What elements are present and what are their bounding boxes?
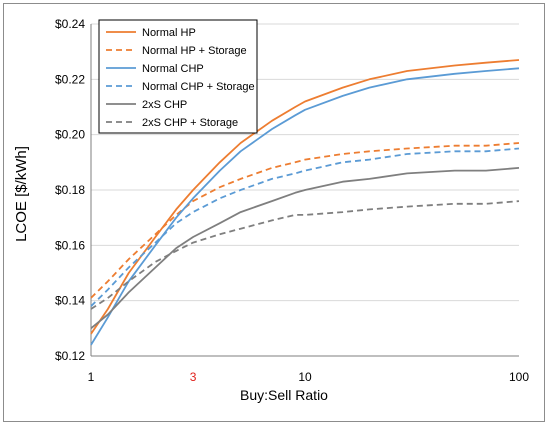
x-axis-label: Buy:Sell Ratio [240,387,328,403]
series-lines [90,59,520,346]
legend-label: Normal CHP + Storage [142,81,255,93]
y-tick-labels: $0.12 $0.14 $0.16 $0.18 $0.20 $0.22 $0.24 [55,17,85,363]
chart-frame: $0.12 $0.14 $0.16 $0.18 $0.20 $0.22 $0.24 1 3 10… [3,3,545,422]
axes [90,24,519,357]
series-line [90,200,520,310]
legend: Normal HP Normal HP + Storage Normal CHP No… [98,19,258,134]
series-line [90,142,520,299]
series-line [90,67,520,346]
x-tick-labels: 1 3 10 100 [88,370,530,384]
series-line [90,147,520,307]
x-tick-label: 1 [88,370,95,384]
y-tick-label: $0.12 [55,349,85,363]
x-tick-label: 3 [190,370,197,384]
legend-label: Normal HP [142,27,196,39]
series-line [90,167,520,329]
x-tick-label: 10 [298,370,312,384]
y-tick-label: $0.20 [55,128,85,142]
y-axis-label: LCOE [$/kWh] [13,146,30,242]
legend-label: Normal CHP [142,63,204,75]
series-line [90,59,520,335]
y-tick-label: $0.22 [55,72,85,86]
legend-box [98,19,258,134]
y-tick-label: $0.24 [55,17,85,31]
x-tick-label: 100 [509,370,529,384]
line-chart: $0.12 $0.14 $0.16 $0.18 $0.20 $0.22 $0.24 1 3 10… [13,17,530,403]
legend-label: 2xS CHP + Storage [142,117,238,129]
legend-label: 2xS CHP [142,99,187,111]
y-tick-label: $0.14 [55,294,85,308]
y-tick-label: $0.18 [55,183,85,197]
y-tick-label: $0.16 [55,238,85,252]
legend-label: Normal HP + Storage [142,45,247,57]
